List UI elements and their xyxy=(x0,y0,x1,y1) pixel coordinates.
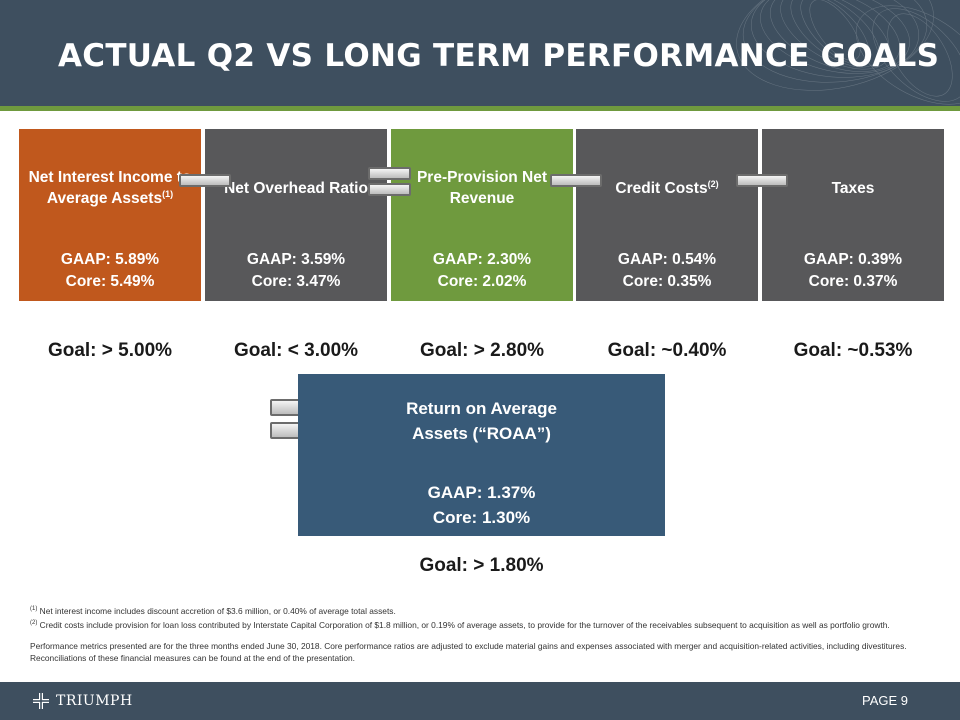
goal-roaa: Goal: > 1.80% xyxy=(419,555,544,576)
footer-bar: TRIUMPH PAGE 9 xyxy=(0,682,960,720)
goal-net-interest-income: Goal: > 5.00% xyxy=(47,340,173,361)
metric-name: Pre-Provision Net Revenue xyxy=(416,169,548,207)
footnote-marker: (1) xyxy=(30,606,38,612)
guilloche-ornament-icon xyxy=(736,0,960,105)
metric-gaap-value: GAAP: 5.89% xyxy=(60,251,160,268)
metric-core-value: Core: 3.47% xyxy=(251,273,341,290)
metric-core-value: Core: 0.37% xyxy=(808,273,898,290)
metric-tile-net-overhead-ratio: Net Overhead Ratio GAAP: 3.59% Core: 3.4… xyxy=(205,129,387,301)
metric-name: Net Overhead Ratio xyxy=(224,179,368,197)
footnote-2: (2) Credit costs include provision for l… xyxy=(30,617,935,631)
metric-core-value: Core: 2.02% xyxy=(437,273,527,290)
metric-core-value: Core: 0.35% xyxy=(622,273,712,290)
metric-gaap-value: GAAP: 2.30% xyxy=(432,251,532,268)
footnote-text: Credit costs include provision for loan … xyxy=(39,619,890,630)
footnote-text: Net interest income includes discount ac… xyxy=(39,605,396,616)
metric-name: Net Interest Income to Average Assets xyxy=(28,169,192,207)
goal-net-overhead-ratio: Goal: < 3.00% xyxy=(233,340,359,361)
minus-sign-icon xyxy=(550,174,602,187)
roaa-result-tile: Return on Average Assets (“ROAA”) GAAP: … xyxy=(298,374,665,536)
minus-sign-icon xyxy=(368,167,411,180)
plus-sign-icon xyxy=(368,183,411,196)
footnote-marker: (1) xyxy=(162,188,174,199)
goal-pre-provision-net-revenue: Goal: > 2.80% xyxy=(419,340,545,361)
goal-taxes: Goal: ~0.53% xyxy=(793,340,913,361)
minus-sign-icon xyxy=(736,174,788,187)
page-number: PAGE 9 xyxy=(861,693,908,708)
header-bar: ACTUAL Q2 VS LONG TERM PERFORMANCE GOALS xyxy=(0,0,960,106)
metric-name: Taxes xyxy=(831,179,875,197)
metric-tile-pre-provision-net-revenue: Pre-Provision Net Revenue GAAP: 2.30% Co… xyxy=(391,129,573,301)
metric-gaap-value: GAAP: 3.59% xyxy=(246,251,346,268)
performance-note: Performance metrics presented are for th… xyxy=(30,640,907,663)
metric-tile-credit-costs: Credit Costs(2) GAAP: 0.54% Core: 0.35% xyxy=(576,129,758,301)
goal-credit-costs: Goal: ~0.40% xyxy=(607,340,727,361)
footnote-1: (1) Net interest income includes discoun… xyxy=(30,603,935,617)
metric-gaap-value: GAAP: 0.39% xyxy=(803,251,903,268)
roaa-gaap-value: GAAP: 1.37% xyxy=(427,483,536,502)
page-title: ACTUAL Q2 VS LONG TERM PERFORMANCE GOALS xyxy=(58,38,940,74)
header-accent-rule xyxy=(0,106,960,111)
logo-text: TRIUMPH xyxy=(56,693,133,709)
metric-name: Credit Costs xyxy=(615,179,708,197)
roaa-name-line2: Assets (“ROAA”) xyxy=(412,424,551,443)
metric-gaap-value: GAAP: 0.54% xyxy=(617,251,717,268)
metric-core-value: Core: 5.49% xyxy=(65,273,155,290)
footnotes: (1) Net interest income includes discoun… xyxy=(30,603,935,664)
triumph-logo: TRIUMPH xyxy=(32,692,133,710)
roaa-name-line1: Return on Average xyxy=(406,399,557,418)
footnote-marker: (2) xyxy=(707,178,719,189)
metric-tile-taxes: Taxes GAAP: 0.39% Core: 0.37% xyxy=(762,129,944,301)
cross-icon xyxy=(33,693,49,709)
roaa-core-value: Core: 1.30% xyxy=(432,508,531,527)
minus-sign-icon xyxy=(179,174,231,187)
footnote-marker: (2) xyxy=(30,619,38,626)
metric-tile-net-interest-income: Net Interest Income to Average Assets(1)… xyxy=(19,129,201,301)
